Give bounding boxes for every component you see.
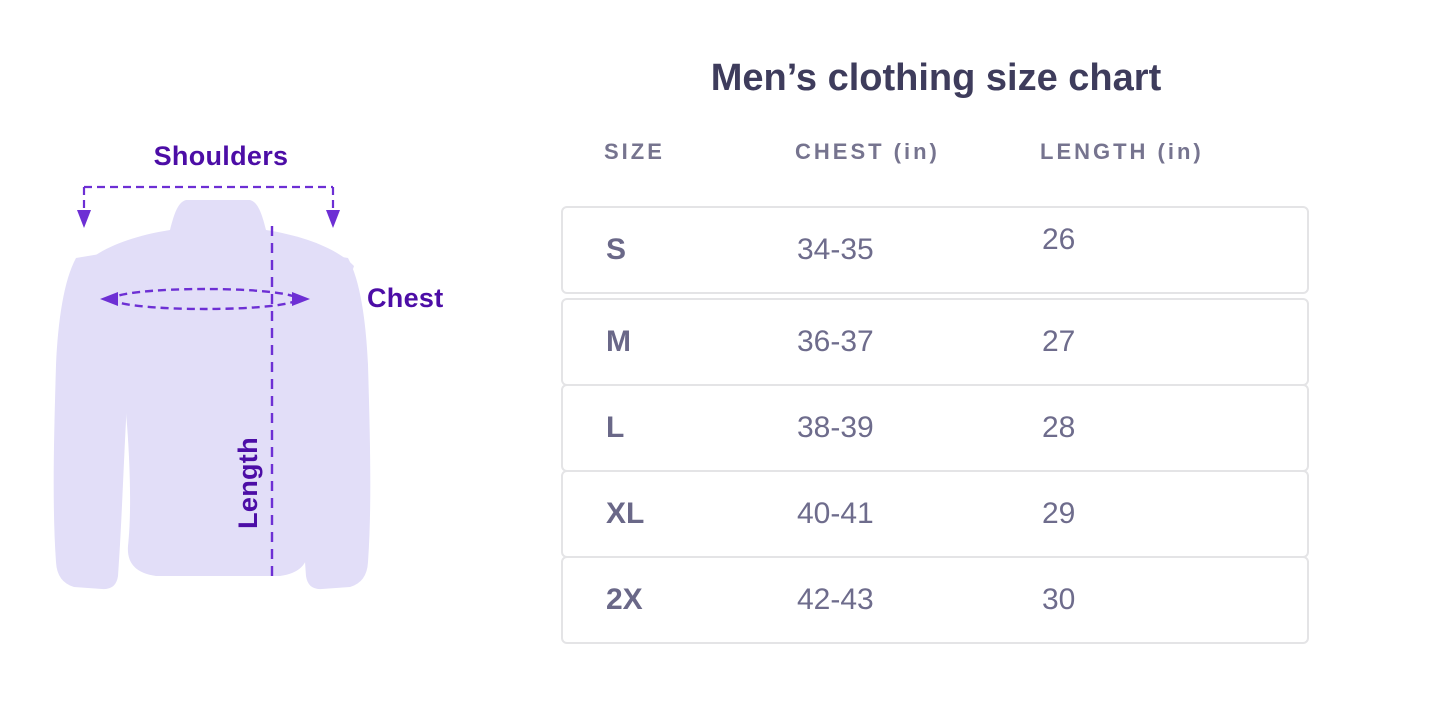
size-cell: S xyxy=(606,233,627,266)
length-cell: 26 xyxy=(1042,223,1076,256)
chest-cell: 34-35 xyxy=(797,233,874,266)
table-header-row: SIZE CHEST (in) LENGTH (in) xyxy=(561,139,1311,169)
size-cell: M xyxy=(606,325,631,358)
chest-cell: 42-43 xyxy=(797,583,874,616)
table-row-l: L 38-39 28 xyxy=(561,384,1309,472)
size-cell: XL xyxy=(606,497,645,530)
shirt-silhouette-shape xyxy=(53,200,371,590)
shoulders-label: Shoulders xyxy=(153,141,289,171)
chest-cell: 40-41 xyxy=(797,497,874,530)
table-row-s: S 34-35 26 xyxy=(561,206,1309,294)
size-table: S 34-35 26 M 36-37 27 L 38-39 28 XL 40-4… xyxy=(561,206,1309,644)
column-header-chest: CHEST (in) xyxy=(795,139,940,164)
chest-arrowheads xyxy=(100,292,310,306)
chest-cell: 38-39 xyxy=(797,411,874,444)
length-cell: 28 xyxy=(1042,411,1076,444)
chest-label: Chest xyxy=(367,283,444,313)
length-cell: 30 xyxy=(1042,583,1076,616)
column-header-length: LENGTH (in) xyxy=(1040,139,1204,164)
length-cell: 29 xyxy=(1042,497,1076,530)
page-title: Men’s clothing size chart xyxy=(710,57,1162,99)
size-cell: 2X xyxy=(606,583,643,616)
table-row-xl: XL 40-41 29 xyxy=(561,470,1309,558)
table-row-m: M 36-37 27 xyxy=(561,298,1309,386)
shoulders-arrowheads xyxy=(77,210,340,228)
shirt-illustration xyxy=(53,185,371,590)
length-label: Length xyxy=(233,437,263,529)
column-header-size: SIZE xyxy=(604,139,665,164)
size-cell: L xyxy=(606,411,625,444)
length-cell: 27 xyxy=(1042,325,1076,358)
table-row-2x: 2X 42-43 30 xyxy=(561,556,1309,644)
chest-cell: 36-37 xyxy=(797,325,874,358)
shoulders-measure-line xyxy=(82,185,335,212)
shirt-measurement-diagram: Shoulders Chest Length xyxy=(0,0,500,725)
